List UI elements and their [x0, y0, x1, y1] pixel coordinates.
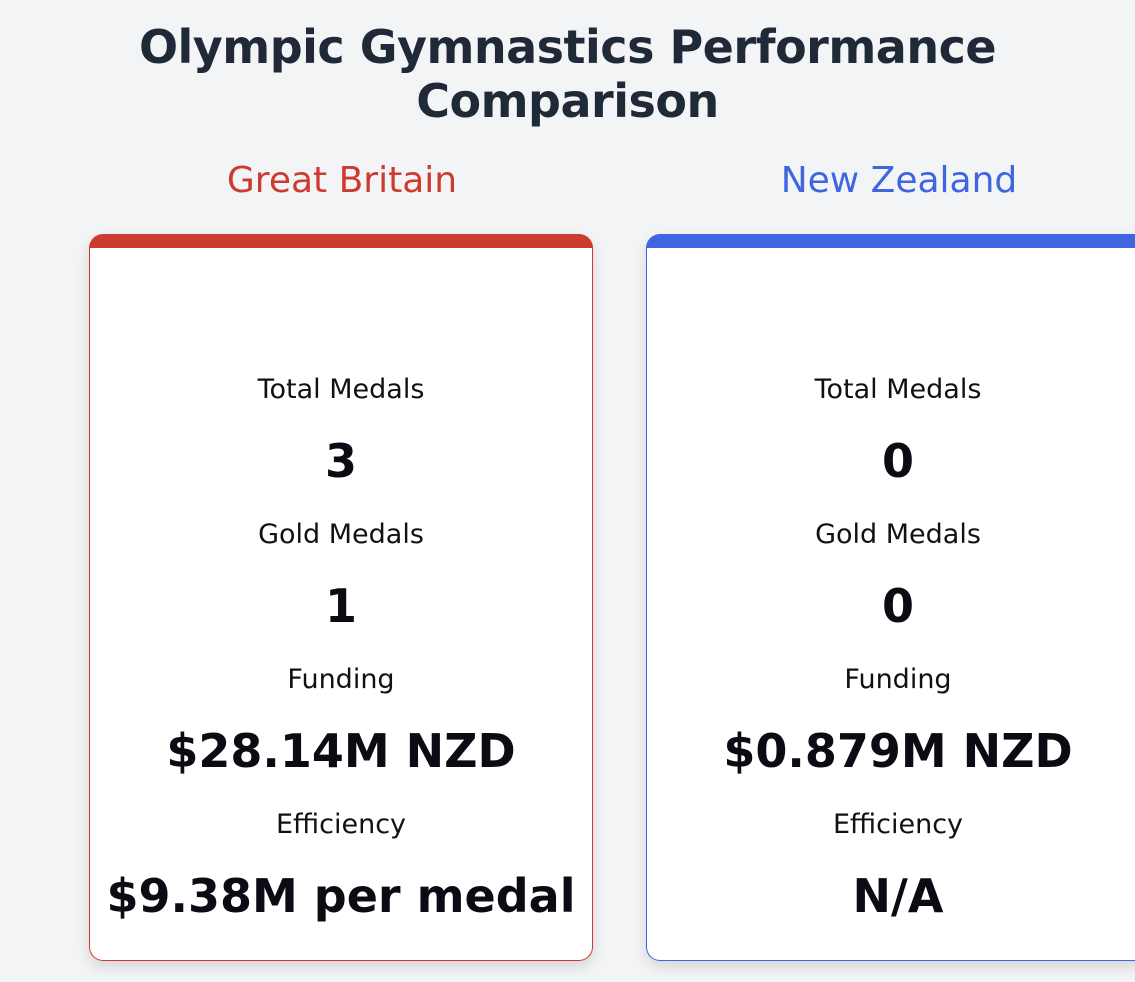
total-medals-label: Total Medals — [257, 374, 425, 405]
funding-value: $0.879M NZD — [723, 724, 1073, 778]
gold-medals-value: 1 — [324, 579, 357, 633]
gold-medals-value: 0 — [881, 579, 914, 633]
gold-medals-label: Gold Medals — [815, 519, 981, 550]
gold-medals-label: Gold Medals — [258, 519, 424, 550]
total-medals-label: Total Medals — [814, 374, 982, 405]
country-name-new-zealand: New Zealand — [780, 160, 1018, 201]
efficiency-value: $9.38M per medal — [106, 869, 576, 923]
page-title: Olympic Gymnastics Performance Compariso… — [138, 20, 997, 128]
country-card-new-zealand: Total Medals 0 Gold Medals 0 Funding $0.… — [646, 234, 1135, 961]
total-medals-value: 0 — [881, 434, 914, 488]
funding-label: Funding — [844, 664, 952, 695]
efficiency-label: Efficiency — [832, 809, 964, 840]
country-card-great-britain: Total Medals 3 Gold Medals 1 Funding $28… — [89, 234, 593, 961]
efficiency-label: Efficiency — [275, 809, 407, 840]
efficiency-value: N/A — [852, 869, 944, 923]
funding-value: $28.14M NZD — [166, 724, 516, 778]
country-name-great-britain: Great Britain — [226, 160, 458, 201]
funding-label: Funding — [287, 664, 395, 695]
total-medals-value: 3 — [324, 434, 357, 488]
